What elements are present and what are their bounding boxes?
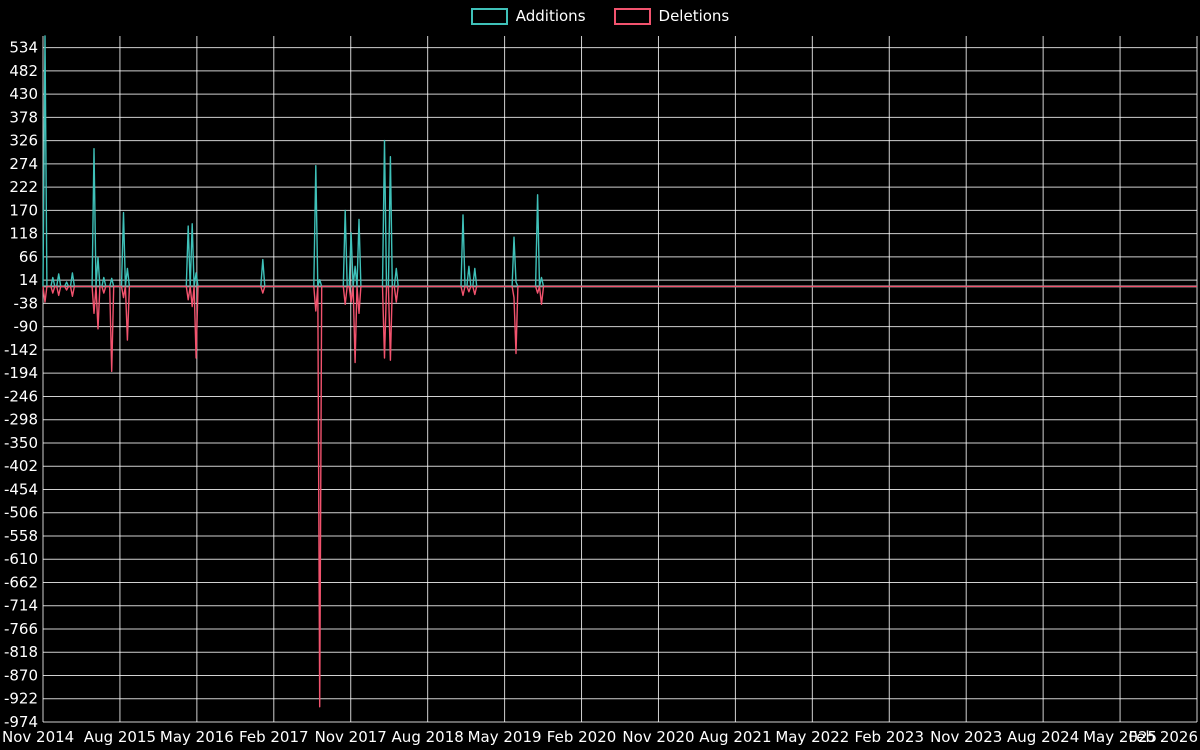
y-tick-label: -90 xyxy=(14,318,39,336)
additions-line xyxy=(42,35,1197,288)
x-tick-label: May 2022 xyxy=(775,728,849,746)
y-tick-label: -922 xyxy=(4,690,38,708)
y-tick-label: 14 xyxy=(19,271,38,289)
y-tick-label: -766 xyxy=(4,620,38,638)
chart-legend: Additions Deletions xyxy=(0,8,1200,25)
y-tick-label: -610 xyxy=(4,550,38,568)
y-tick-label: -818 xyxy=(4,643,38,661)
x-tick-label: Nov 2020 xyxy=(622,728,694,746)
x-tick-label: Aug 2018 xyxy=(392,728,464,746)
y-tick-label: -870 xyxy=(4,666,38,684)
deletions-line xyxy=(42,285,1197,708)
y-tick-label: 66 xyxy=(19,248,38,266)
y-tick-label: 430 xyxy=(9,85,38,103)
y-tick-label: 534 xyxy=(9,39,38,57)
y-tick-label: -558 xyxy=(4,527,38,545)
x-tick-label: May 2016 xyxy=(160,728,234,746)
additions-swatch-icon xyxy=(470,8,508,25)
x-tick-label: Aug 2015 xyxy=(84,728,156,746)
legend-item-additions: Additions xyxy=(470,7,586,25)
y-tick-label: -246 xyxy=(4,387,38,405)
x-tick-label: Feb 2020 xyxy=(547,728,617,746)
deletions-swatch-icon xyxy=(613,8,651,25)
x-tick-label: May 2019 xyxy=(468,728,542,746)
y-tick-label: -662 xyxy=(4,573,38,591)
legend-item-deletions: Deletions xyxy=(613,7,730,25)
x-tick-label: Nov 2023 xyxy=(930,728,1002,746)
x-tick-label: Nov 2017 xyxy=(315,728,387,746)
x-tick-label: Aug 2021 xyxy=(699,728,771,746)
x-tick-label: May 2025 xyxy=(1083,728,1157,746)
y-tick-label: -714 xyxy=(4,597,38,615)
y-tick-label: 170 xyxy=(9,201,38,219)
y-tick-label: -454 xyxy=(4,480,38,498)
x-tick-label: Nov 2014 xyxy=(2,728,74,746)
y-tick-label: -194 xyxy=(4,364,38,382)
y-tick-label: 326 xyxy=(9,132,38,150)
y-tick-label: -402 xyxy=(4,457,38,475)
y-tick-label: 274 xyxy=(9,155,38,173)
legend-label-additions: Additions xyxy=(515,7,586,25)
y-tick-label: -974 xyxy=(4,713,38,731)
x-tick-label: Feb 2023 xyxy=(855,728,925,746)
y-tick-label: -506 xyxy=(4,504,38,522)
y-tick-label: 222 xyxy=(9,178,38,196)
x-tick-label: Feb 2026 xyxy=(1129,728,1199,746)
y-tick-label: -350 xyxy=(4,434,38,452)
x-tick-label: Aug 2024 xyxy=(1007,728,1079,746)
y-tick-label: -298 xyxy=(4,411,38,429)
legend-label-deletions: Deletions xyxy=(658,7,730,25)
y-tick-label: 482 xyxy=(9,62,38,80)
y-tick-label: 118 xyxy=(9,225,38,243)
y-tick-label: -38 xyxy=(14,294,39,312)
y-tick-label: -142 xyxy=(4,341,38,359)
y-tick-label: 378 xyxy=(9,108,38,126)
x-tick-label: Feb 2017 xyxy=(239,728,309,746)
